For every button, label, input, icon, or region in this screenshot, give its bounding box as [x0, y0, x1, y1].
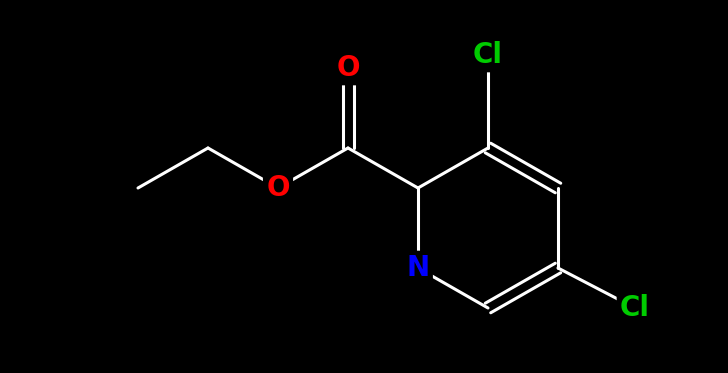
- Text: Cl: Cl: [473, 41, 503, 69]
- Text: O: O: [336, 54, 360, 82]
- Text: O: O: [266, 174, 290, 202]
- Text: N: N: [406, 254, 430, 282]
- Text: Cl: Cl: [620, 294, 650, 322]
